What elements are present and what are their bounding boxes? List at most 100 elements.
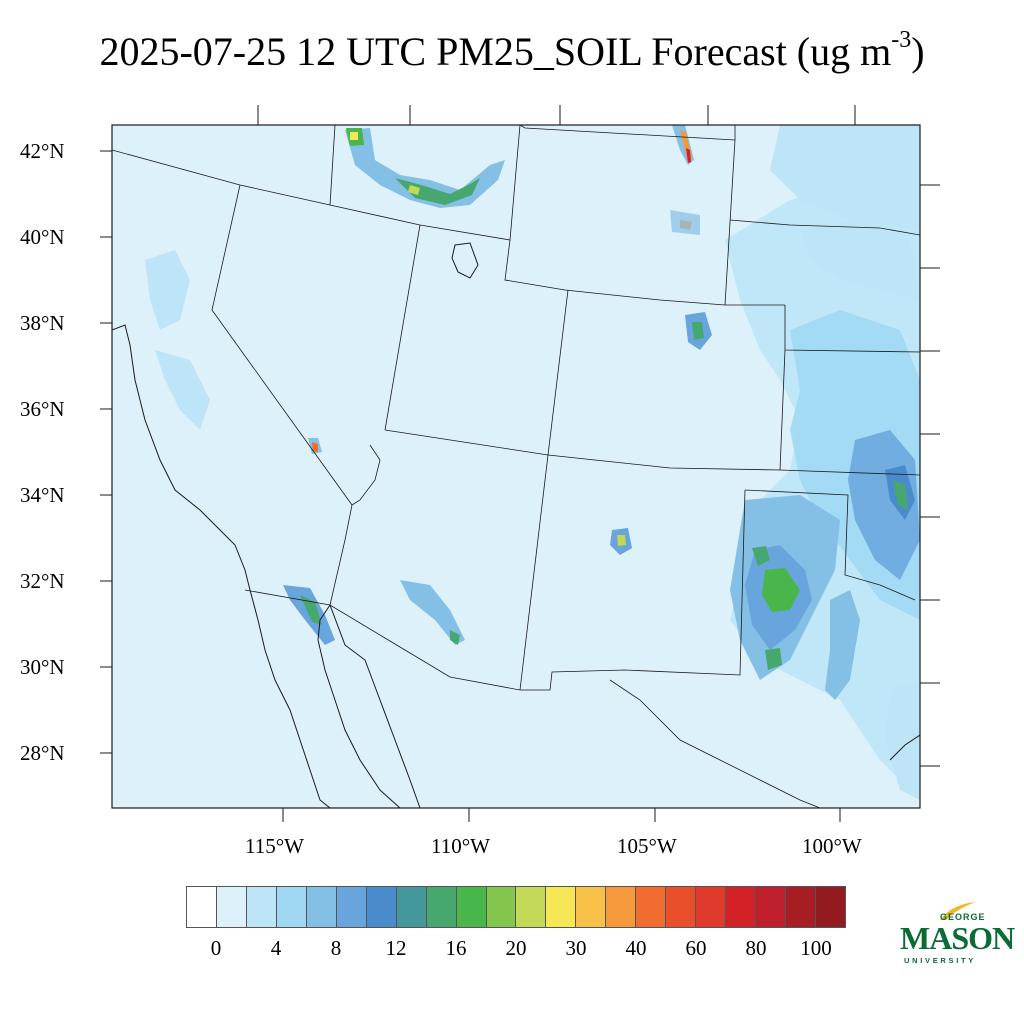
axis-ticks: [100, 105, 940, 822]
colorbar-swatch-17: [696, 887, 727, 927]
colorbar-label-30: 30: [565, 936, 587, 960]
field-sw-texas-band: [825, 590, 860, 700]
lat-label-38n: 38°N: [20, 311, 65, 335]
field-north-hotspot-red: [686, 148, 691, 163]
colorbar-swatch-3: [276, 887, 307, 927]
lon-label-105w: 105°W: [617, 834, 677, 858]
border-colorado-river: [351, 444, 381, 506]
colorbar-label-60: 60: [685, 936, 707, 960]
concentration-field: [145, 125, 920, 800]
field-colorado-spot-g: [692, 322, 704, 340]
field-se-band: [885, 680, 920, 800]
logo-george-text: GEORGE: [940, 912, 986, 922]
colorbar-swatch-12: [546, 887, 577, 927]
field-wyoming-green: [395, 178, 480, 205]
colorbar-swatch-13: [576, 887, 607, 927]
gmu-logo: GEORGE MASON UNIVERSITY: [896, 900, 1015, 970]
colorbar-swatch-20: [786, 887, 817, 927]
colorbar-swatch-11: [516, 887, 547, 927]
colorbar-swatch-18: [726, 887, 757, 927]
border-az-nm: [519, 454, 549, 691]
border-id-wy: [329, 125, 336, 206]
border-mt-wy-north: [519, 125, 736, 141]
field-green-texas: [762, 568, 800, 612]
border-nm-tx: [520, 489, 746, 691]
lon-label-110w: 110°W: [431, 834, 490, 858]
lat-label-34n: 34°N: [20, 483, 65, 507]
colorbar-swatch-2: [246, 887, 277, 927]
coastlines: [112, 242, 920, 808]
border-tx-mexico-rio: [609, 679, 821, 808]
colorbar-swatch-15: [636, 887, 667, 927]
field-idaho-yellow: [350, 132, 358, 140]
map-title: 2025-07-25 12 UTC PM25_SOIL Forecast (ug…: [99, 26, 925, 74]
field-ok-band: [800, 220, 920, 300]
field-ca-patch: [145, 250, 190, 330]
border-tx-ok-top: [744, 489, 916, 601]
logo-swoosh-icon: [940, 902, 976, 920]
field-green-texas-2: [752, 546, 770, 566]
logo-mason-text: MASON: [900, 920, 1015, 956]
colorbar-swatch-6: [366, 887, 397, 927]
colorbar-label-4: 4: [270, 936, 282, 960]
field-ca-patch-2: [155, 350, 210, 430]
field-az-streak: [400, 580, 465, 645]
lat-label-28n: 28°N: [20, 741, 65, 765]
colorbar-label-80: 80: [745, 936, 767, 960]
coast-baja-east: [317, 604, 401, 808]
field-az-streak-g: [450, 630, 460, 645]
border-or-nv-id-ut: [112, 125, 521, 241]
coast-baja-west: [249, 589, 331, 808]
coast-great-salt-lake: [451, 242, 479, 279]
colorbar-swatch-8: [426, 887, 457, 927]
lon-label-115w: 115°W: [245, 834, 304, 858]
state-borders: [112, 125, 920, 808]
colorbar-swatch-21: [816, 887, 845, 927]
field-gulf-ca-streak-g: [300, 595, 322, 625]
border-ut-co: [547, 289, 569, 456]
border-sd-ne: [729, 219, 920, 236]
colorbar-swatch-1: [216, 887, 247, 927]
logo-university-text: UNIVERSITY: [904, 956, 977, 965]
colorbar-label-8: 8: [330, 936, 342, 960]
lat-label-40n: 40°N: [20, 225, 65, 249]
coast-mex-gulf: [889, 734, 920, 761]
colorbar-swatch-7: [396, 887, 427, 927]
border-az-nm-4corners: [384, 429, 920, 476]
field-wy-east-spot-2: [670, 210, 700, 235]
field-wyoming-yellow: [408, 185, 420, 195]
field-nm-blob-y: [617, 535, 626, 546]
colorbar-label-100: 100: [800, 936, 832, 960]
colorbar-swatch-5: [336, 887, 367, 927]
colorbar-swatch-19: [756, 887, 787, 927]
border-wy-ne-co: [504, 239, 785, 306]
colorbar-swatch-9: [456, 887, 487, 927]
colorbar: [186, 886, 846, 928]
map-frame: [111, 124, 921, 809]
coast-sonora: [329, 604, 421, 808]
border-ks-ok: [779, 349, 786, 471]
colorbar-swatch-0: [187, 887, 217, 927]
lon-label-100w: 100°W: [802, 834, 862, 858]
colorbar-swatch-10: [486, 887, 517, 927]
border-ca-az: [329, 504, 353, 606]
border-az-mexico: [244, 589, 521, 691]
lat-label-30n: 30°N: [20, 655, 65, 679]
border-nv-ca: [211, 184, 353, 506]
colorbar-label-12: 12: [385, 936, 407, 960]
lat-label-36n: 36°N: [20, 397, 65, 421]
coast-california: [112, 324, 251, 591]
colorbar-label-20: 20: [505, 936, 527, 960]
colorbar-label-16: 16: [445, 936, 467, 960]
field-blob-sw-texas: [765, 648, 782, 670]
field-east-green: [893, 480, 908, 510]
lat-label-42n: 42°N: [20, 139, 65, 163]
colorbar-swatch-16: [666, 887, 697, 927]
colorbar-swatch-4: [306, 887, 337, 927]
field-light-northeast: [770, 125, 920, 230]
colorbar-label-0: 0: [210, 936, 222, 960]
lat-label-32n: 32°N: [20, 569, 65, 593]
colorbar-label-40: 40: [625, 936, 647, 960]
border-nv-ut: [384, 224, 421, 431]
